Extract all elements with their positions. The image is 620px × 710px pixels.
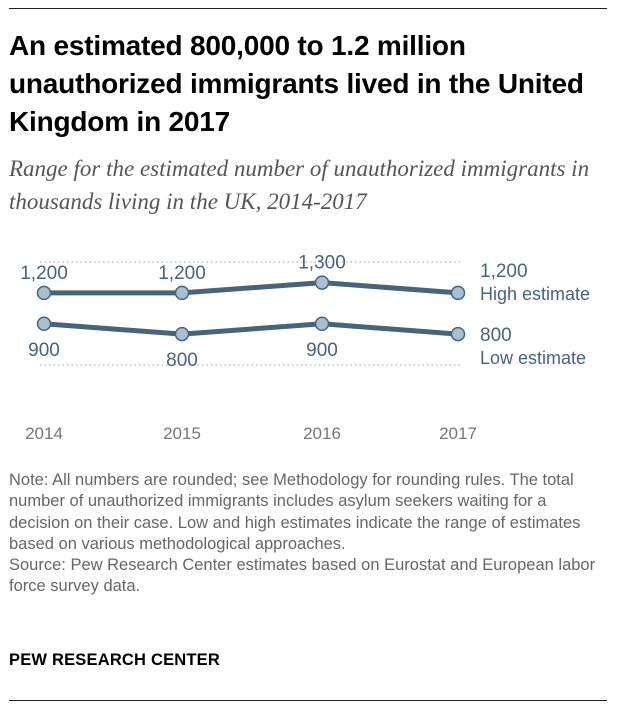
brand-logo-text: PEW RESEARCH CENTER — [9, 651, 220, 669]
x-tick-label: 2014 — [25, 424, 63, 443]
chart-notes: Note: All numbers are rounded; see Metho… — [9, 470, 609, 598]
chart-title: An estimated 800,000 to 1.2 million unau… — [9, 30, 584, 137]
data-point — [36, 285, 52, 301]
data-label: 900 — [28, 340, 60, 361]
source-text: Source: Pew Research Center estimates ba… — [9, 556, 596, 596]
top-rule — [9, 8, 607, 9]
data-point — [450, 285, 466, 301]
x-tick-label: 2015 — [163, 424, 201, 443]
data-point — [36, 316, 52, 332]
bottom-rule — [9, 700, 607, 701]
data-label: 900 — [306, 340, 338, 361]
data-label: 800 — [166, 350, 198, 371]
data-label: 800 — [480, 325, 512, 346]
data-point — [314, 316, 330, 332]
data-point — [314, 275, 330, 290]
x-tick-label: 2016 — [303, 424, 341, 443]
chart-subtitle: Range for the estimated number of unauth… — [9, 156, 590, 214]
data-point — [174, 326, 190, 342]
x-tick-label: 2017 — [439, 424, 477, 443]
series-line-low — [41, 321, 461, 337]
data-label: 1,200 — [480, 261, 528, 282]
data-label: 1,300 — [298, 253, 346, 274]
data-point — [174, 285, 190, 301]
data-label: 1,200 — [158, 263, 206, 284]
note-text: Note: All numbers are rounded; see Metho… — [9, 471, 581, 553]
data-point — [450, 326, 466, 342]
data-label: 1,200 — [20, 263, 68, 284]
legend-label-low-estimate: Low estimate — [480, 348, 586, 368]
legend-label-high-estimate: High estimate — [480, 284, 590, 304]
series-line-high — [41, 280, 461, 296]
